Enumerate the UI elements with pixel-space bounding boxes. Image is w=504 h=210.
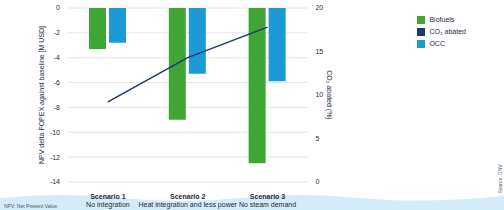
html-text:Biofuels: Biofuels bbox=[429, 16, 455, 23]
svg-text:Scenario 3: Scenario 3 bbox=[250, 193, 286, 200]
svg-text:5: 5 bbox=[315, 135, 319, 142]
svg-text:0: 0 bbox=[315, 178, 319, 185]
html-text:OCC: OCC bbox=[429, 40, 445, 47]
svg-text:-2: -2 bbox=[54, 29, 60, 36]
svg-text:Scenario 1: Scenario 1 bbox=[90, 193, 126, 200]
svg-text:-10: -10 bbox=[50, 129, 60, 136]
svg-text:-14: -14 bbox=[50, 178, 60, 185]
svg-text:0: 0 bbox=[56, 4, 60, 11]
svg-text:NPV delta FOPEX against baseli: NPV delta FOPEX against baseline [M USD] bbox=[38, 26, 46, 164]
svg-text:-12: -12 bbox=[50, 154, 60, 161]
svg-text:Heat integration and less powe: Heat integration and less power bbox=[138, 201, 237, 209]
svg-text:-6: -6 bbox=[54, 79, 60, 86]
html-text:CO₂ abated: CO₂ abated bbox=[429, 28, 466, 35]
html-text:Source: DNV: Source: DNV bbox=[496, 164, 503, 194]
svg-text:10: 10 bbox=[315, 91, 323, 98]
svg-text:20: 20 bbox=[315, 4, 323, 11]
svg-text:CO₂ abated (%): CO₂ abated (%) bbox=[325, 70, 333, 119]
svg-text:No steam demand: No steam demand bbox=[239, 201, 296, 208]
svg-text:-4: -4 bbox=[54, 54, 60, 61]
svg-text:-8: -8 bbox=[54, 104, 60, 111]
svg-text:15: 15 bbox=[315, 48, 323, 55]
svg-text:No integration: No integration bbox=[86, 201, 130, 209]
svg-text:Scenario 2: Scenario 2 bbox=[170, 193, 206, 200]
html-text:NPV: Net Present Value: NPV: Net Present Value bbox=[4, 203, 58, 209]
